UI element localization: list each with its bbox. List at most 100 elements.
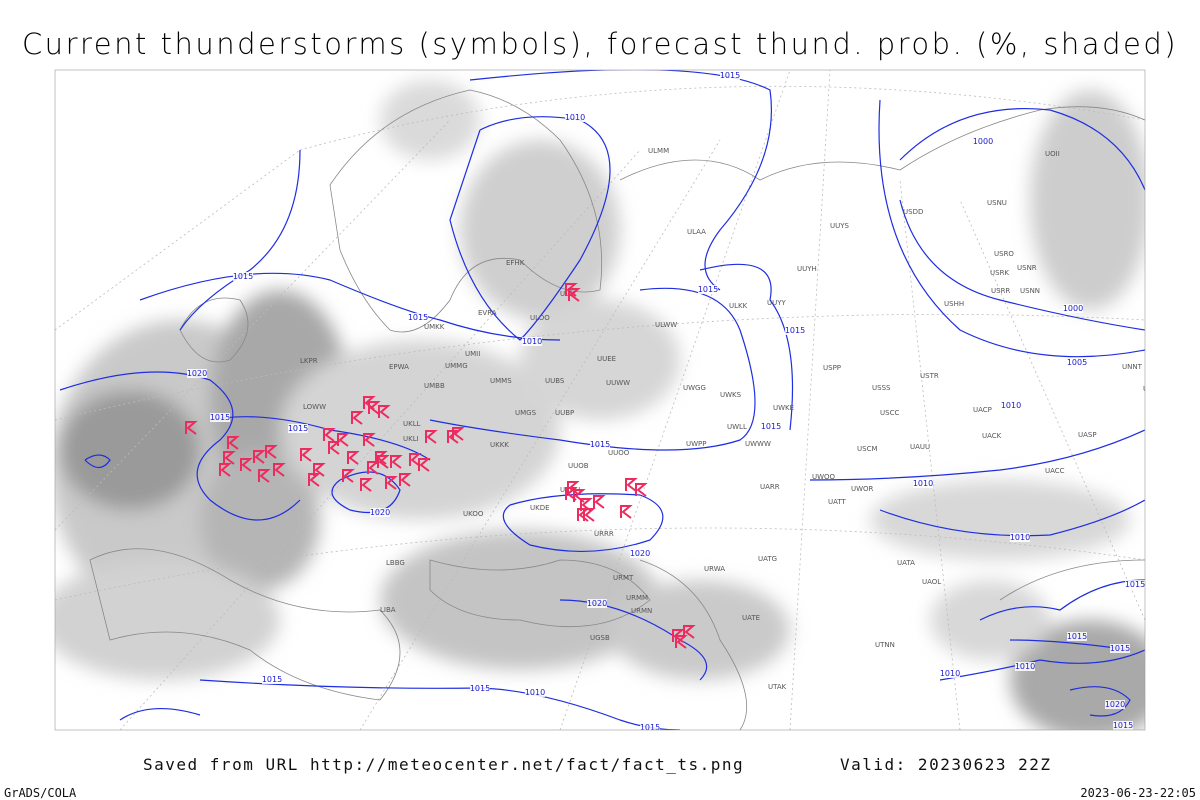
isobar-label-bg (187, 369, 207, 378)
isobar-label-bg (587, 599, 607, 608)
isobar-label: 1000 (1063, 304, 1083, 313)
station-label: UWWW (745, 440, 771, 448)
isobar-label: 1010 (1001, 401, 1021, 410)
station-label: UNBB (1143, 385, 1163, 393)
isobar-label: 1015 (590, 440, 610, 449)
map-area: 1015 1010 1000 1015 1015 1010 1015 1015 1020 1015… (55, 70, 1163, 732)
isobar-label: 1015 (262, 675, 282, 684)
thunderstorm-symbol (368, 401, 381, 415)
station-label: UATG (758, 555, 777, 563)
isobar-label-bg (630, 549, 650, 558)
isobar-label: 1020 (1105, 700, 1125, 709)
station-label: UATE (742, 614, 760, 622)
station-label: UMII (465, 350, 480, 358)
isobar-label-bg (408, 313, 428, 322)
station-label: UUYY (767, 299, 787, 307)
isobar-label-bg (288, 424, 308, 433)
isobar-label-bg (720, 71, 740, 80)
station-label: USDD (903, 208, 923, 216)
isobar-label: 1020 (370, 508, 390, 517)
station-label: USCC (880, 409, 899, 417)
isobar-label-bg (590, 440, 610, 449)
station-label: USPP (823, 364, 841, 372)
thunderstorm-symbol (308, 473, 321, 487)
thunderstorm-symbol (635, 483, 648, 497)
graticule (55, 70, 1145, 730)
thunderstorm-symbol (620, 505, 633, 519)
isobar-label: 1010 (1010, 533, 1030, 542)
thunderstorm-symbol (265, 445, 278, 459)
thunderstorm-symbol (219, 463, 232, 477)
thunderstorm-symbol (351, 411, 364, 425)
thunderstorm-symbol (565, 283, 578, 297)
isobar-label: 1010 (525, 688, 545, 697)
station-label: LIBA (380, 606, 396, 614)
thunderstorm-symbol (385, 476, 398, 490)
station-label: UTAK (768, 683, 787, 691)
thunderstorm-symbol (409, 453, 422, 467)
isobar-label-bg (761, 422, 781, 431)
station-label: USRK (990, 269, 1009, 277)
station-label: USTR (920, 372, 939, 380)
thunderstorm-symbols (185, 283, 696, 649)
thunderstorm-symbol (337, 433, 350, 447)
station-label: UWLL (727, 423, 747, 431)
isobar-label-bg (640, 723, 660, 730)
station-label: UOII (1045, 150, 1060, 158)
station-label: UKOO (463, 510, 484, 518)
thunderstorm-symbol (580, 498, 593, 512)
thunderstorm-symbol (375, 451, 388, 465)
station-label: UACP (973, 406, 992, 414)
isobar-label-bg (1010, 533, 1030, 542)
station-label: UKKK (490, 441, 509, 449)
isobar-label: 1015 (640, 723, 660, 732)
station-label: UNNT (1122, 363, 1143, 371)
station-label: URMN (631, 607, 652, 615)
thunderstorm-symbol (360, 478, 373, 492)
station-label: USNN (1020, 287, 1040, 295)
station-label: UUYS (830, 222, 850, 230)
thunderstorm-symbol (223, 451, 236, 465)
station-label: UMKK (424, 323, 445, 331)
station-label: ULWW (655, 321, 677, 329)
station-label: EVRA (478, 309, 497, 317)
isobar-label: 1015 (698, 285, 718, 294)
isobar-label: 1015 (470, 684, 490, 693)
station-label: UAOL (922, 578, 941, 586)
isobar-label: 1020 (587, 599, 607, 608)
station-label: UWGG (683, 384, 706, 392)
thunderstorm-symbol (258, 469, 271, 483)
isobar-label-bg (1015, 662, 1035, 671)
station-label: USCM (857, 445, 878, 453)
station-label: UWPP (686, 440, 707, 448)
station-label: ULKK (729, 302, 748, 310)
thunderstorm-symbol (390, 455, 403, 469)
isobar-label-bg (370, 508, 390, 517)
station-label: UKHH (560, 486, 580, 494)
timestamp: 2023-06-23-22:05 (1080, 786, 1196, 800)
station-label: USNU (987, 199, 1007, 207)
station-label: USSS (872, 384, 891, 392)
isobar-label-bg (1067, 358, 1087, 367)
isobar-label: 1015 (288, 424, 308, 433)
thunderstorm-symbol (300, 448, 313, 462)
source-url: Saved from URL http://meteocenter.net/fa… (143, 755, 744, 774)
station-label: UKLL (403, 420, 421, 428)
isobar-label-bg (525, 688, 545, 697)
thunderstorm-symbol (672, 629, 685, 643)
thunderstorm-symbol (399, 473, 412, 487)
isobar-label-bg (785, 326, 805, 335)
station-label: URRR (594, 530, 614, 538)
thunderstorm-symbol (418, 458, 431, 472)
thunderstorm-symbol (565, 487, 578, 501)
isobar-label: 1015 (1113, 721, 1133, 730)
thunderstorm-symbol (625, 478, 638, 492)
station-label: UASP (1078, 431, 1097, 439)
station-label: UGSB (590, 634, 610, 642)
isobar-label: 1015 (1067, 632, 1087, 641)
isobar-label-bg (565, 113, 585, 122)
station-label: UUBP (555, 409, 574, 417)
isobar-label-bg (262, 675, 282, 684)
thunderstorm-symbol (253, 450, 266, 464)
isobar-label: 1015 (233, 272, 253, 281)
